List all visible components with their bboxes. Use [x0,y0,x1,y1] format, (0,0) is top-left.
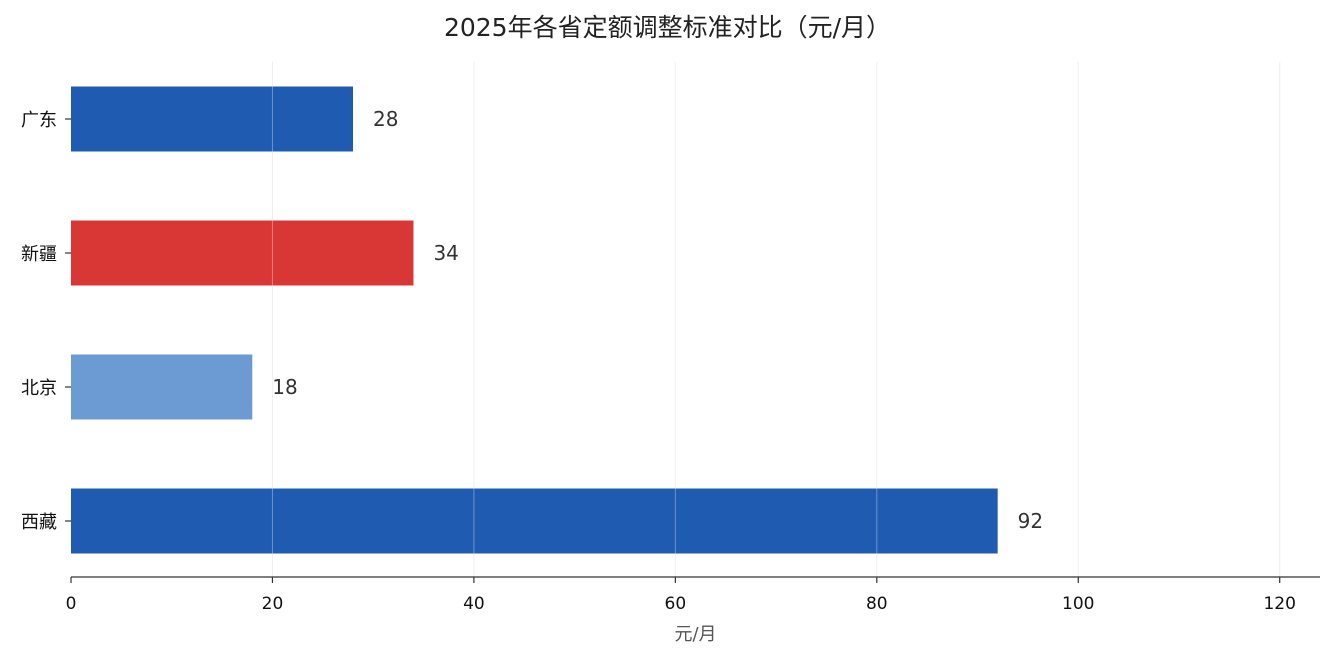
xtick-label-80: 80 [866,594,888,614]
chart-title: 2025年各省定额调整标准对比（元/月） [443,13,892,42]
value-label-1: 34 [433,241,458,265]
xtick-label-40: 40 [463,594,485,614]
category-label-1: 新疆 [21,244,57,265]
xtick-label-120: 120 [1263,594,1295,614]
xtick-label-0: 0 [66,594,77,614]
bars [71,86,998,554]
bar-2 [71,354,253,420]
value-label-0: 28 [373,107,398,131]
x-axis-label: 元/月 [674,624,716,645]
labels: 28 广东 34 新疆 18 北京 92 西藏 0 20 40 60 80 100 120 元/月 [21,107,1296,645]
bar-0 [71,86,354,152]
value-label-3: 92 [1018,509,1043,533]
category-label-0: 广东 [21,110,57,131]
xtick-label-100: 100 [1062,594,1094,614]
bar-3 [71,488,998,554]
xtick-label-20: 20 [262,594,284,614]
category-label-3: 西藏 [21,512,57,533]
gridlines-overlay [271,62,1281,577]
xtick-label-60: 60 [665,594,687,614]
value-label-2: 18 [272,375,297,399]
bar-1 [71,220,414,286]
axes [65,118,1320,583]
category-label-2: 北京 [21,378,57,399]
